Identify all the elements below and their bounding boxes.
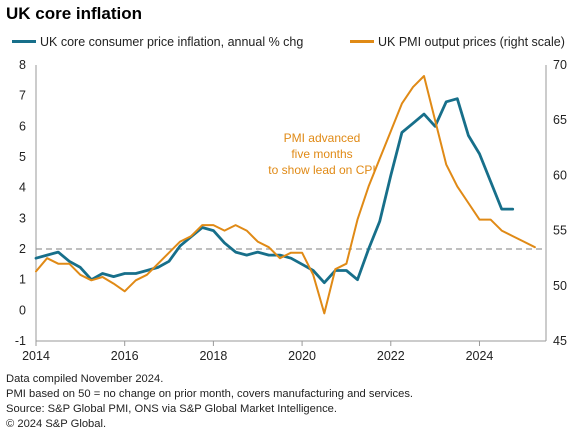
annotation-line-2: five months xyxy=(291,147,352,161)
footer-notes: Data compiled November 2024. PMI based o… xyxy=(6,372,413,432)
left-tick-label: 0 xyxy=(19,303,26,317)
x-tick-label: 2020 xyxy=(288,349,316,363)
left-tick-label: 8 xyxy=(19,58,26,72)
footer-line-3: Source: S&P Global PMI, ONS via S&P Glob… xyxy=(6,403,338,415)
footer-line-2: PMI based on 50 = no change on prior mon… xyxy=(6,388,414,400)
right-tick-label: 55 xyxy=(553,224,567,238)
legend-pmi-swatch xyxy=(350,40,374,44)
left-tick-label: 6 xyxy=(19,119,26,133)
x-tick-label: 2022 xyxy=(377,349,405,363)
legend-cpi: UK core consumer price inflation, annual… xyxy=(12,35,303,49)
left-tick-label: 1 xyxy=(19,273,26,287)
x-tick-label: 2014 xyxy=(22,349,50,363)
footer-line-1: Data compiled November 2024. xyxy=(6,373,164,385)
chart-title: UK core inflation xyxy=(6,4,143,23)
left-tick-label: 5 xyxy=(19,150,26,164)
legend-cpi-swatch xyxy=(12,40,36,44)
lines-layer xyxy=(34,75,536,315)
right-tick-label: 60 xyxy=(553,168,567,182)
x-tick-label: 2024 xyxy=(466,349,494,363)
left-tick-label: 3 xyxy=(19,211,26,225)
annotation-line-3: to show lead on CPI xyxy=(268,163,375,177)
right-tick-label: 50 xyxy=(553,279,567,293)
annotation-layer: PMI advanced five months to show lead on… xyxy=(268,131,375,177)
series-line-pmi xyxy=(35,75,536,315)
series-line-cpi xyxy=(34,97,515,285)
left-tick-label: 2 xyxy=(19,242,26,256)
legend-pmi: UK PMI output prices (right scale) xyxy=(350,35,565,49)
x-tick-label: 2018 xyxy=(199,349,227,363)
x-tick-label: 2016 xyxy=(111,349,139,363)
right-tick-label: 70 xyxy=(553,58,567,72)
legend-cpi-label: UK core consumer price inflation, annual… xyxy=(40,35,304,49)
legend-pmi-label: UK PMI output prices (right scale) xyxy=(378,35,565,49)
right-tick-label: 45 xyxy=(553,334,567,348)
left-tick-label: 4 xyxy=(19,181,26,195)
left-tick-label: 7 xyxy=(19,89,26,103)
right-tick-label: 65 xyxy=(553,113,567,127)
left-tick-label: -1 xyxy=(15,334,26,348)
footer-line-4: © 2024 S&P Global. xyxy=(6,418,107,430)
annotation-line-1: PMI advanced xyxy=(284,131,361,145)
